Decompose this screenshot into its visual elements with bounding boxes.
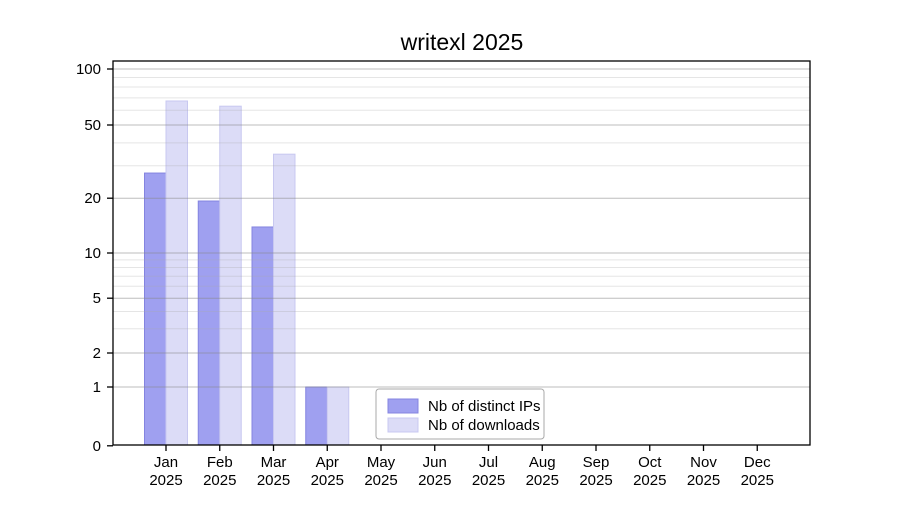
svg-text:Feb: Feb	[207, 454, 233, 471]
svg-text:2025: 2025	[311, 472, 344, 489]
svg-text:Nov: Nov	[690, 454, 717, 471]
svg-text:2025: 2025	[149, 472, 182, 489]
svg-text:5: 5	[93, 290, 101, 307]
svg-text:Mar: Mar	[261, 454, 287, 471]
svg-text:2025: 2025	[203, 472, 236, 489]
svg-text:20: 20	[84, 190, 101, 207]
svg-text:writexl 2025: writexl 2025	[400, 29, 524, 55]
svg-text:2025: 2025	[579, 472, 612, 489]
svg-text:2025: 2025	[526, 472, 559, 489]
svg-text:2025: 2025	[257, 472, 290, 489]
svg-text:Dec: Dec	[744, 454, 771, 471]
svg-text:2025: 2025	[364, 472, 397, 489]
svg-text:50: 50	[84, 117, 101, 134]
svg-text:10: 10	[84, 245, 101, 262]
svg-text:Sep: Sep	[583, 454, 610, 471]
svg-text:2025: 2025	[687, 472, 720, 489]
svg-text:2: 2	[93, 345, 101, 362]
svg-text:Aug: Aug	[529, 454, 556, 471]
svg-text:2025: 2025	[418, 472, 451, 489]
svg-text:Nb of distinct IPs: Nb of distinct IPs	[428, 398, 541, 415]
svg-text:May: May	[367, 454, 396, 471]
svg-text:Nb of downloads: Nb of downloads	[428, 417, 540, 434]
svg-text:Jun: Jun	[423, 454, 447, 471]
svg-text:Jan: Jan	[154, 454, 178, 471]
svg-text:2025: 2025	[741, 472, 774, 489]
svg-text:Apr: Apr	[316, 454, 339, 471]
svg-text:2025: 2025	[472, 472, 505, 489]
svg-text:1: 1	[93, 379, 101, 396]
svg-text:100: 100	[76, 61, 101, 78]
svg-text:Oct: Oct	[638, 454, 662, 471]
svg-text:2025: 2025	[633, 472, 666, 489]
svg-text:Jul: Jul	[479, 454, 498, 471]
svg-text:0: 0	[93, 438, 101, 455]
